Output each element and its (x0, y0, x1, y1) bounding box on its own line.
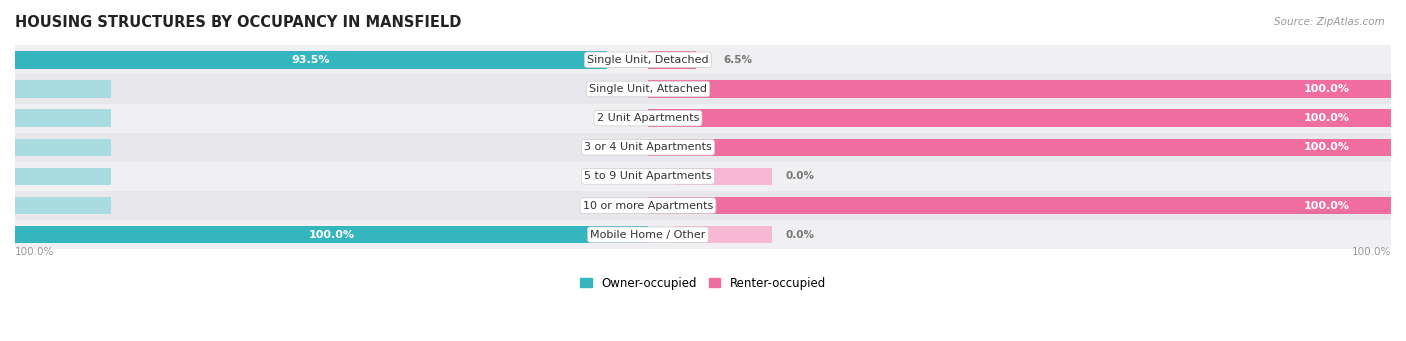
Text: 100.0%: 100.0% (308, 230, 354, 240)
Text: 100.0%: 100.0% (1351, 247, 1391, 257)
Bar (648, 138, 1391, 156)
Bar (15, 220, 1391, 249)
Text: 0.0%: 0.0% (786, 230, 814, 240)
Bar (15, 162, 1391, 191)
Text: HOUSING STRUCTURES BY OCCUPANCY IN MANSFIELD: HOUSING STRUCTURES BY OCCUPANCY IN MANSF… (15, 15, 461, 30)
Bar (15, 168, 111, 185)
Bar (15, 80, 111, 98)
Bar (675, 168, 772, 185)
Bar (15, 226, 648, 243)
Text: Single Unit, Attached: Single Unit, Attached (589, 84, 707, 94)
Text: 10 or more Apartments: 10 or more Apartments (583, 201, 713, 211)
Text: 0.0%: 0.0% (605, 84, 634, 94)
Bar (15, 74, 1391, 104)
Text: 0.0%: 0.0% (605, 172, 634, 181)
Text: 100.0%: 100.0% (1303, 142, 1350, 152)
Text: 100.0%: 100.0% (1303, 113, 1350, 123)
Legend: Owner-occupied, Renter-occupied: Owner-occupied, Renter-occupied (575, 272, 831, 295)
Bar (15, 191, 1391, 220)
Text: 2 Unit Apartments: 2 Unit Apartments (596, 113, 699, 123)
Text: 100.0%: 100.0% (15, 247, 55, 257)
Text: 93.5%: 93.5% (291, 55, 330, 65)
Text: 100.0%: 100.0% (1303, 84, 1350, 94)
Text: 6.5%: 6.5% (724, 55, 752, 65)
Text: 0.0%: 0.0% (605, 142, 634, 152)
Bar (15, 138, 111, 156)
Bar (15, 197, 111, 214)
Text: 5 to 9 Unit Apartments: 5 to 9 Unit Apartments (585, 172, 711, 181)
Bar (648, 197, 1391, 214)
Bar (648, 51, 696, 69)
Text: Mobile Home / Other: Mobile Home / Other (591, 230, 706, 240)
Text: 0.0%: 0.0% (605, 201, 634, 211)
Text: 3 or 4 Unit Apartments: 3 or 4 Unit Apartments (583, 142, 711, 152)
Text: Single Unit, Detached: Single Unit, Detached (588, 55, 709, 65)
Bar (648, 109, 1391, 127)
Bar (15, 51, 607, 69)
Bar (648, 80, 1391, 98)
Bar (15, 45, 1391, 74)
Bar (15, 133, 1391, 162)
Text: 0.0%: 0.0% (786, 172, 814, 181)
Text: 100.0%: 100.0% (1303, 201, 1350, 211)
Bar (15, 104, 1391, 133)
Text: Source: ZipAtlas.com: Source: ZipAtlas.com (1274, 17, 1385, 27)
Bar (15, 109, 111, 127)
Text: 0.0%: 0.0% (605, 113, 634, 123)
Bar (675, 226, 772, 243)
